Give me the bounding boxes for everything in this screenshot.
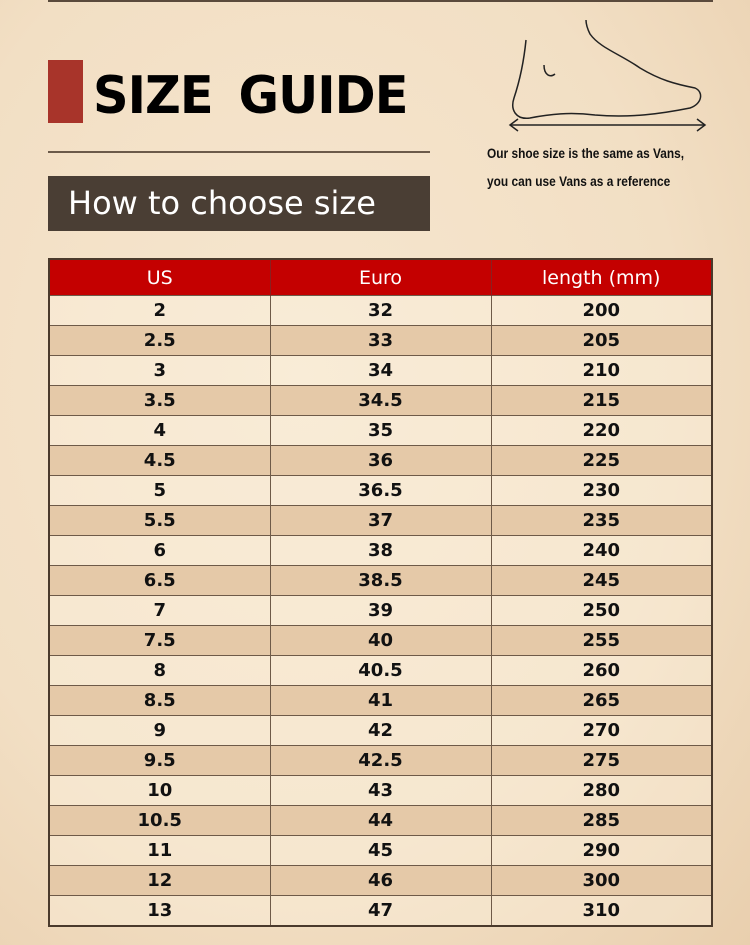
table-cell: 7.5: [48, 625, 271, 656]
table-cell: 10.5: [48, 805, 271, 836]
table-cell: 200: [490, 295, 713, 326]
table-cell: 34: [269, 355, 492, 386]
table-cell: 44: [269, 805, 492, 836]
table-cell: 8.5: [48, 685, 271, 716]
table-cell: 210: [490, 355, 713, 386]
table-cell: 3: [48, 355, 271, 386]
table-cell: 42.5: [269, 745, 492, 776]
table-row: 11 45 290: [48, 835, 713, 866]
table-row: 7 39 250: [48, 595, 713, 626]
table-row: 5.5 37 235: [48, 505, 713, 536]
title-accent-bar: [48, 60, 83, 123]
top-divider: [48, 0, 713, 2]
vans-note-line1: Our shoe size is the same as Vans,: [487, 145, 685, 161]
table-cell: 6.5: [48, 565, 271, 596]
table-cell: 43: [269, 775, 492, 806]
column-header: length (mm): [490, 259, 712, 296]
table-cell: 300: [490, 865, 713, 896]
title-divider: [48, 151, 430, 153]
table-cell: 36.5: [269, 475, 492, 506]
table-row: 10 43 280: [48, 775, 713, 806]
table-row: 12 46 300: [48, 865, 713, 896]
table-row: 4.5 36 225: [48, 445, 713, 476]
table-cell: 275: [490, 745, 713, 776]
table-cell: 230: [490, 475, 713, 506]
table-cell: 235: [490, 505, 713, 536]
column-header: US: [48, 259, 270, 296]
table-cell: 10: [48, 775, 271, 806]
table-cell: 35: [269, 415, 492, 446]
table-header-row: US Euro length (mm): [48, 259, 712, 296]
table-cell: 12: [48, 865, 271, 896]
table-cell: 40: [269, 625, 492, 656]
table-cell: 285: [490, 805, 713, 836]
table-row: 9 42 270: [48, 715, 713, 746]
table-cell: 6: [48, 535, 271, 566]
table-cell: 39: [269, 595, 492, 626]
table-cell: 2: [48, 295, 271, 326]
foot-length-diagram-icon: [508, 20, 707, 132]
table-cell: 4.5: [48, 445, 271, 476]
table-row: 2 32 200: [48, 295, 713, 326]
table-cell: 42: [269, 715, 492, 746]
table-cell: 7: [48, 595, 271, 626]
table-cell: 13: [48, 895, 271, 927]
table-cell: 290: [490, 835, 713, 866]
table-cell: 205: [490, 325, 713, 356]
table-cell: 45: [269, 835, 492, 866]
table-row: 13 47 310: [48, 895, 713, 927]
table-row: 3 34 210: [48, 355, 713, 386]
table-cell: 245: [490, 565, 713, 596]
table-cell: 215: [490, 385, 713, 416]
table-cell: 34.5: [269, 385, 492, 416]
table-cell: 8: [48, 655, 271, 686]
table-row: 8.5 41 265: [48, 685, 713, 716]
table-cell: 220: [490, 415, 713, 446]
table-cell: 2.5: [48, 325, 271, 356]
table-cell: 38: [269, 535, 492, 566]
table-cell: 47: [269, 895, 492, 927]
table-cell: 37: [269, 505, 492, 536]
size-table: US Euro length (mm) 2 32 200 2.5 33 205 3 34 210 3.…: [48, 258, 713, 927]
table-cell: 3.5: [48, 385, 271, 416]
table-cell: 4: [48, 415, 271, 446]
table-cell: 38.5: [269, 565, 492, 596]
table-row: 8 40.5 260: [48, 655, 713, 686]
table-cell: 310: [490, 895, 713, 927]
table-row: 2.5 33 205: [48, 325, 713, 356]
table-cell: 260: [490, 655, 713, 686]
table-cell: 9: [48, 715, 271, 746]
table-cell: 265: [490, 685, 713, 716]
table-cell: 40.5: [269, 655, 492, 686]
table-cell: 9.5: [48, 745, 271, 776]
table-cell: 280: [490, 775, 713, 806]
table-row: 6.5 38.5 245: [48, 565, 713, 596]
table-cell: 5: [48, 475, 271, 506]
table-row: 9.5 42.5 275: [48, 745, 713, 776]
page-title: SIZE GUIDE: [93, 66, 408, 126]
table-cell: 270: [490, 715, 713, 746]
subtitle-banner: How to choose size: [48, 176, 430, 231]
table-cell: 41: [269, 685, 492, 716]
table-row: 4 35 220: [48, 415, 713, 446]
table-row: 3.5 34.5 215: [48, 385, 713, 416]
column-header: Euro: [269, 259, 491, 296]
table-row: 7.5 40 255: [48, 625, 713, 656]
table-cell: 5.5: [48, 505, 271, 536]
table-cell: 225: [490, 445, 713, 476]
table-cell: 46: [269, 865, 492, 896]
table-cell: 11: [48, 835, 271, 866]
table-cell: 240: [490, 535, 713, 566]
table-row: 6 38 240: [48, 535, 713, 566]
table-cell: 33: [269, 325, 492, 356]
table-cell: 255: [490, 625, 713, 656]
table-row: 10.5 44 285: [48, 805, 713, 836]
table-row: 5 36.5 230: [48, 475, 713, 506]
vans-note-line2: you can use Vans as a reference: [487, 173, 671, 189]
table-cell: 32: [269, 295, 492, 326]
table-cell: 36: [269, 445, 492, 476]
table-cell: 250: [490, 595, 713, 626]
